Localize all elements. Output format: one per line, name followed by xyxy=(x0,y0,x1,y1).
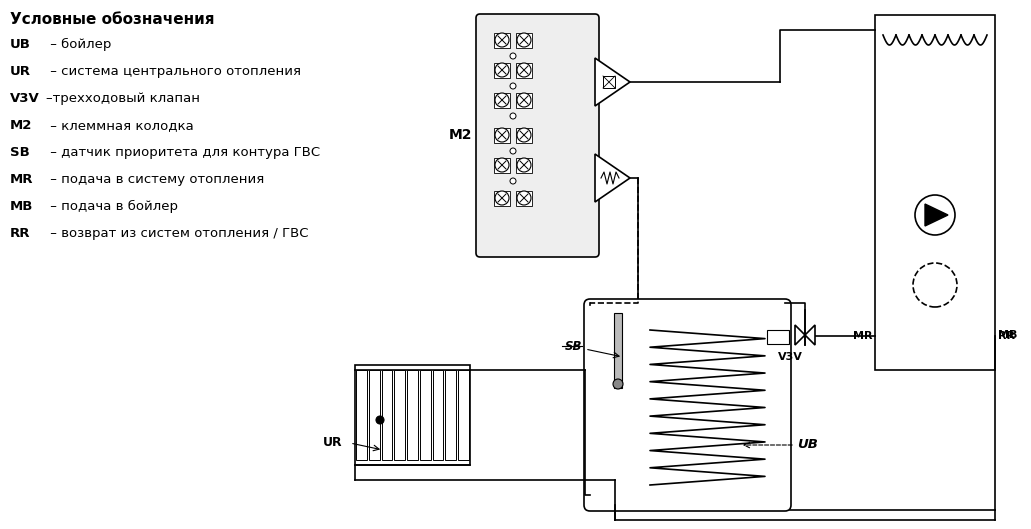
Circle shape xyxy=(495,63,509,77)
Text: – бойлер: – бойлер xyxy=(46,38,111,51)
Circle shape xyxy=(510,148,516,154)
Text: – клеммная колодка: – клеммная колодка xyxy=(46,119,194,132)
FancyBboxPatch shape xyxy=(584,299,791,511)
Circle shape xyxy=(517,33,531,47)
Text: – подача в систему отопления: – подача в систему отопления xyxy=(46,173,264,186)
Bar xyxy=(445,370,457,460)
Text: UB: UB xyxy=(10,38,31,51)
Circle shape xyxy=(510,53,516,59)
Polygon shape xyxy=(795,325,805,345)
Bar xyxy=(381,370,393,460)
Polygon shape xyxy=(925,204,947,226)
Bar xyxy=(356,370,367,460)
Circle shape xyxy=(517,191,531,205)
Text: SB: SB xyxy=(10,146,30,159)
Bar xyxy=(494,158,510,173)
Text: UB: UB xyxy=(797,439,818,451)
Polygon shape xyxy=(805,325,814,345)
Text: MR: MR xyxy=(853,331,872,341)
Bar xyxy=(516,191,532,206)
Circle shape xyxy=(913,263,957,307)
Text: M: M xyxy=(773,333,783,342)
Circle shape xyxy=(495,128,509,142)
Text: – возврат из систем отопления / ГВС: – возврат из систем отопления / ГВС xyxy=(46,227,308,240)
Bar xyxy=(516,128,532,143)
Circle shape xyxy=(517,93,531,107)
Bar xyxy=(355,365,470,465)
Circle shape xyxy=(495,33,509,47)
Text: – датчик приоритета для контура ГВС: – датчик приоритета для контура ГВС xyxy=(46,146,320,159)
Circle shape xyxy=(495,191,509,205)
Circle shape xyxy=(495,158,509,172)
Bar xyxy=(407,370,418,460)
Bar xyxy=(603,76,616,88)
Bar xyxy=(494,33,510,48)
Text: M2: M2 xyxy=(448,128,472,142)
Circle shape xyxy=(376,416,384,424)
Circle shape xyxy=(517,158,531,172)
Circle shape xyxy=(510,113,516,119)
Polygon shape xyxy=(595,154,630,202)
Text: Условные обозначения: Условные обозначения xyxy=(10,12,214,27)
Bar xyxy=(516,93,532,108)
Bar xyxy=(394,370,405,460)
Bar xyxy=(494,191,510,206)
Text: M2: M2 xyxy=(10,119,32,132)
Text: MR: MR xyxy=(10,173,33,186)
Text: UR: UR xyxy=(324,436,343,450)
Text: V3V: V3V xyxy=(10,92,40,105)
Text: –трехходовый клапан: –трехходовый клапан xyxy=(46,92,200,105)
Text: RR: RR xyxy=(10,227,31,240)
Circle shape xyxy=(914,195,955,235)
Circle shape xyxy=(517,63,531,77)
Bar xyxy=(433,370,443,460)
Circle shape xyxy=(613,379,623,389)
Bar xyxy=(875,15,995,370)
Bar xyxy=(516,63,532,78)
Circle shape xyxy=(495,93,509,107)
Text: SB: SB xyxy=(565,341,583,353)
Circle shape xyxy=(517,128,531,142)
Circle shape xyxy=(510,178,516,184)
Bar xyxy=(767,330,789,344)
Bar xyxy=(516,158,532,173)
Circle shape xyxy=(510,83,516,89)
Bar xyxy=(494,63,510,78)
Bar xyxy=(516,33,532,48)
Text: – подача в бойлер: – подача в бойлер xyxy=(46,200,178,213)
FancyBboxPatch shape xyxy=(476,14,599,257)
Bar xyxy=(369,370,379,460)
Bar xyxy=(494,93,510,108)
Text: V3V: V3V xyxy=(777,352,802,362)
Text: MB: MB xyxy=(10,200,33,213)
Text: RR: RR xyxy=(998,331,1015,341)
Bar xyxy=(494,128,510,143)
Bar xyxy=(420,370,431,460)
Bar xyxy=(458,370,469,460)
Text: UR: UR xyxy=(10,65,31,78)
Polygon shape xyxy=(595,58,630,106)
Text: – система центрального отопления: – система центрального отопления xyxy=(46,65,301,78)
Bar xyxy=(614,313,622,388)
Text: MB: MB xyxy=(998,330,1018,340)
